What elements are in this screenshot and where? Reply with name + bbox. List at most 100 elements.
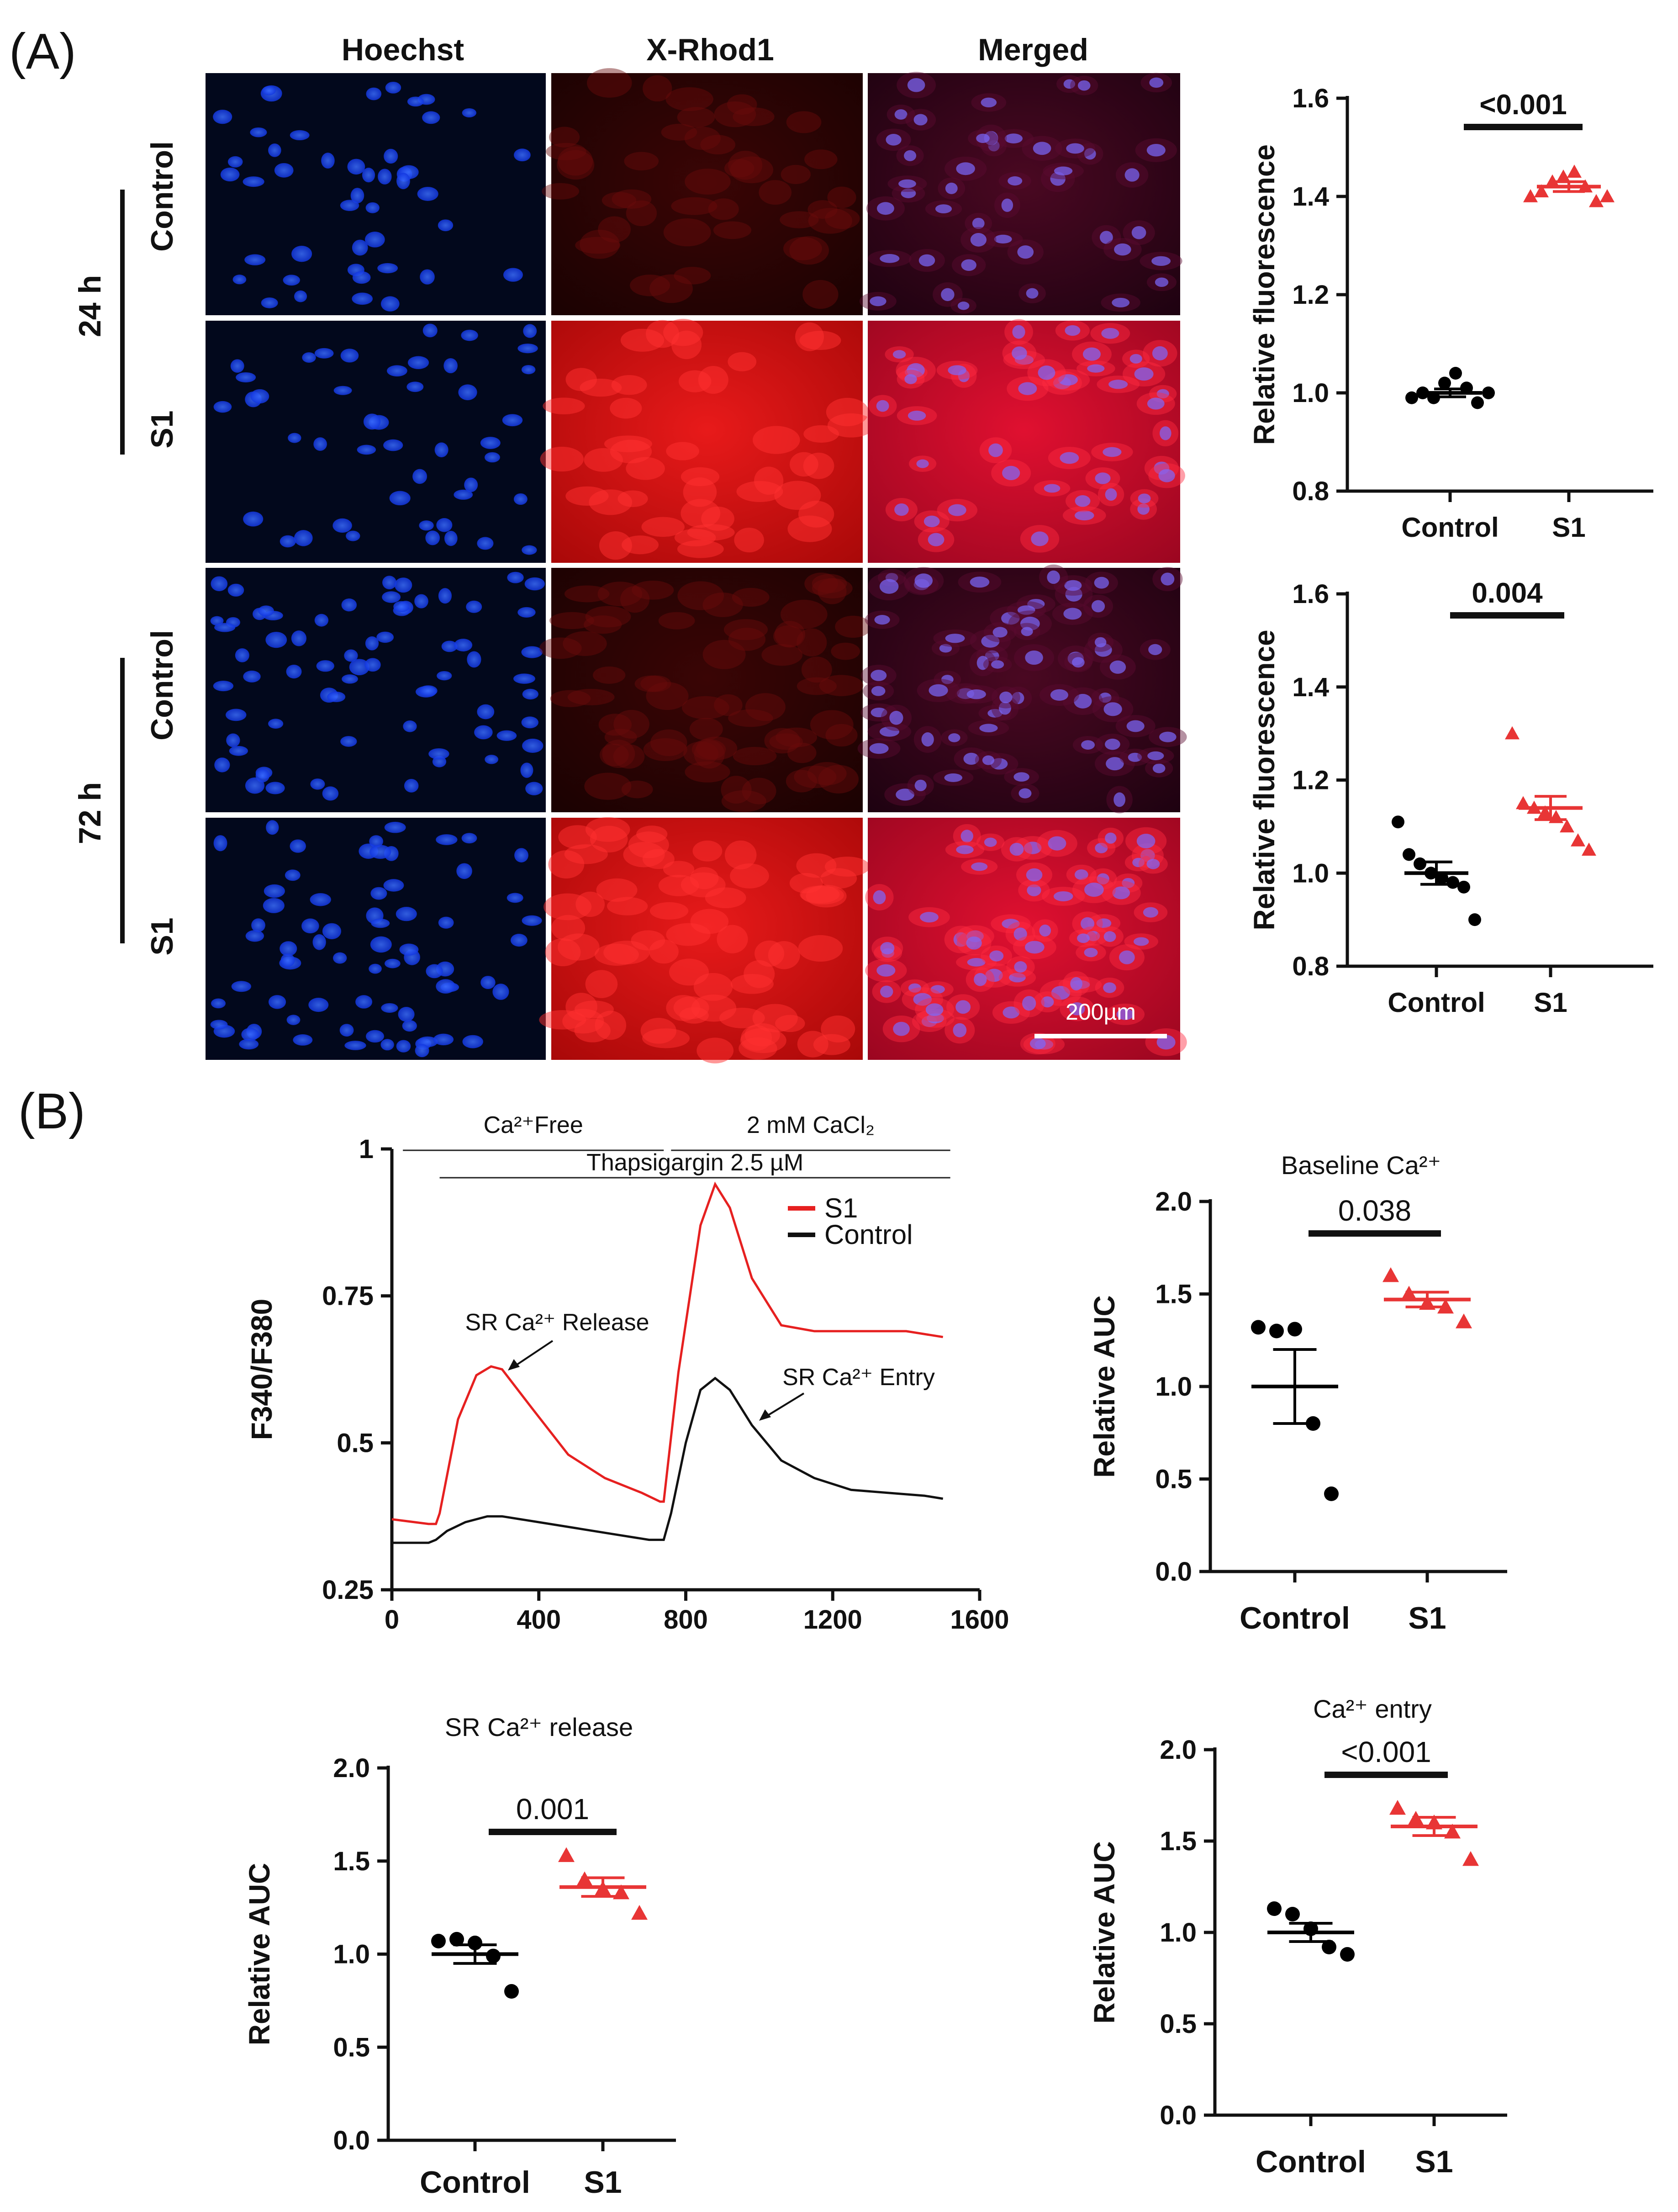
nucleus	[894, 109, 908, 120]
y-tick-label: 0.5	[337, 1428, 374, 1458]
nucleus	[1114, 243, 1131, 256]
nucleus	[1074, 510, 1094, 521]
nucleus	[992, 627, 1008, 638]
y-tick-label: 1.0	[1292, 378, 1329, 408]
nucleus	[312, 934, 326, 950]
cell-body	[684, 127, 721, 150]
cell-body	[584, 448, 623, 472]
nucleus	[1075, 495, 1091, 507]
cell-body	[658, 875, 699, 896]
cell-body	[620, 586, 650, 613]
nucleus	[908, 983, 921, 993]
nucleus	[1126, 720, 1145, 732]
row-label-control-72h: Control	[145, 630, 179, 741]
nucleus	[235, 648, 249, 662]
cell-body	[764, 728, 800, 754]
data-point-control	[1392, 815, 1404, 829]
nucleus	[266, 820, 279, 835]
cell-body	[728, 150, 763, 180]
nucleus	[1026, 288, 1039, 299]
nucleus	[380, 1039, 394, 1051]
nucleus	[310, 778, 325, 790]
nucleus	[1031, 531, 1049, 546]
cell-body	[752, 1004, 798, 1032]
nucleus	[456, 863, 472, 879]
y-tick-label: 2.0	[333, 1753, 370, 1783]
nucleus	[1058, 374, 1078, 386]
nucleus	[437, 671, 452, 681]
nucleus	[214, 623, 236, 632]
nucleus	[1080, 917, 1095, 930]
nucleus	[231, 981, 251, 992]
nucleus	[383, 879, 404, 892]
nucleus	[1103, 931, 1116, 942]
cell-body	[678, 370, 712, 392]
nucleus	[522, 545, 537, 555]
data-point-control	[1482, 386, 1495, 399]
nucleus	[970, 577, 990, 588]
nucleus	[1002, 919, 1020, 929]
nucleus	[945, 182, 958, 194]
nucleus	[907, 78, 925, 92]
nucleus	[961, 259, 976, 271]
nucleus	[517, 607, 536, 618]
annotation-arrow	[762, 1392, 805, 1419]
nucleus	[492, 984, 509, 1000]
col-header-hoechst: Hoechst	[342, 32, 464, 67]
nucleus	[876, 400, 889, 412]
nucleus	[886, 133, 902, 146]
nucleus	[436, 834, 458, 845]
cell-body	[781, 164, 811, 184]
nucleus	[477, 704, 495, 720]
nucleus	[398, 1006, 415, 1022]
nucleus	[443, 358, 458, 374]
nucleus	[1064, 580, 1082, 591]
nucleus	[1012, 346, 1027, 360]
row-label-s1-72h: S1	[145, 917, 179, 955]
nucleus	[286, 664, 302, 679]
nucleus	[291, 630, 307, 646]
nucleus	[433, 1033, 454, 1046]
nucleus	[1070, 977, 1082, 990]
nucleus	[366, 1030, 384, 1043]
nucleus	[514, 148, 531, 162]
nucleus	[945, 634, 965, 643]
p-value-label: 0.004	[1472, 577, 1543, 609]
nucleus	[291, 245, 312, 262]
cell-body	[714, 694, 743, 716]
nucleus	[1026, 868, 1043, 882]
nucleus	[265, 631, 287, 648]
data-point-control	[486, 1948, 501, 1963]
cell-body	[727, 94, 757, 115]
nucleus	[425, 530, 440, 545]
cell-body	[761, 644, 803, 666]
cell-body	[602, 192, 637, 209]
cell-body	[803, 425, 839, 443]
nucleus	[434, 442, 449, 457]
data-point-s1	[1516, 796, 1530, 810]
cell-body	[613, 744, 645, 769]
nucleus	[1147, 397, 1165, 410]
nucleus	[214, 757, 230, 773]
cell-body	[714, 101, 756, 127]
nucleus	[349, 659, 370, 676]
nucleus	[461, 329, 478, 341]
cell-body	[597, 582, 643, 607]
micrograph-tile	[868, 73, 1180, 315]
cell-body	[694, 740, 725, 769]
nucleus	[268, 719, 284, 729]
data-point-s1	[1383, 1267, 1399, 1282]
nucleus	[1099, 231, 1113, 244]
cell-body	[730, 974, 774, 994]
nucleus	[1084, 947, 1098, 958]
x-tick-label: 400	[517, 1605, 561, 1635]
cell-body	[665, 87, 713, 111]
nucleus	[1105, 738, 1120, 750]
nucleus	[339, 1024, 354, 1037]
nucleus	[280, 953, 295, 967]
cell-body	[812, 574, 847, 593]
nucleus	[1009, 973, 1026, 983]
cell-body	[835, 615, 871, 638]
cell-body	[549, 612, 595, 630]
cell-body	[734, 528, 764, 553]
